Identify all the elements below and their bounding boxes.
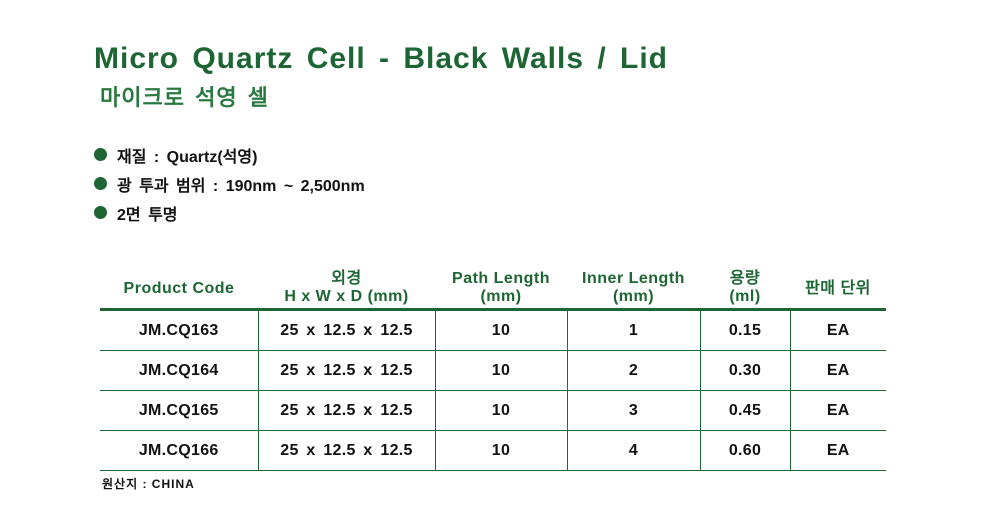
table-cell: JM.CQ166	[100, 430, 258, 471]
table-cell: 3	[566, 390, 700, 431]
table-cell: 10	[434, 309, 567, 351]
table-cell: 0.30	[699, 350, 790, 391]
header-line: 외경	[331, 270, 362, 287]
table-cell: 10	[434, 350, 567, 391]
spec-text: 재질 : Quartz(석영)	[117, 148, 258, 166]
bullet-icon	[94, 177, 107, 190]
table-cell: EA	[789, 390, 886, 431]
bullet-icon	[94, 148, 107, 161]
header-line: (mm)	[612, 288, 655, 305]
spec-item: 광 투과 범위 : 190nm ~ 2,500nm	[94, 169, 365, 198]
table-cell: 0.60	[699, 430, 790, 471]
spec-text: 광 투과 범위 : 190nm ~ 2,500nm	[117, 177, 365, 195]
table-cell: JM.CQ165	[100, 390, 258, 431]
header-line: Path Length	[452, 270, 550, 287]
bullet-icon	[94, 206, 107, 219]
page-title: Micro Quartz Cell - Black Walls / Lid	[94, 42, 668, 75]
product-table: Product Code 외경 H x W x D (mm) Path Length(…	[100, 255, 886, 471]
table-cell: 1	[566, 309, 700, 351]
table-cell: 10	[434, 430, 567, 471]
table-row: JM.CQ166 25 x 12.5 x 12.5 10 4 0.60 EA	[100, 430, 886, 471]
table-cell: 25 x 12.5 x 12.5	[257, 309, 435, 351]
table-row: JM.CQ163 25 x 12.5 x 12.5 10 1 0.15 EA	[100, 309, 886, 351]
table-cell: JM.CQ163	[100, 309, 258, 351]
table-cell: JM.CQ164	[100, 350, 258, 391]
column-header: Product Code	[100, 255, 258, 311]
column-header: 용량 (ml)	[700, 255, 790, 311]
table-cell: EA	[789, 309, 886, 351]
column-header: Path Length (mm)	[435, 255, 567, 311]
table-cell: EA	[789, 430, 886, 471]
page-subtitle: 마이크로 석영 셀	[100, 85, 269, 110]
spec-text: 2면 투명	[117, 206, 178, 224]
table-cell: 4	[566, 430, 700, 471]
spec-item: 재질 : Quartz(석영)	[94, 140, 365, 169]
table-cell: 0.15	[699, 309, 790, 351]
table-cell: 2	[566, 350, 700, 391]
table-row: JM.CQ165 25 x 12.5 x 12.5 10 3 0.45 EA	[100, 390, 886, 431]
table-row: JM.CQ164 25 x 12.5 x 12.5 10 2 0.30 EA	[100, 350, 886, 391]
column-header: Inner Length (mm)	[567, 255, 700, 311]
table-cell: 0.45	[699, 390, 790, 431]
table-cell: 25 x 12.5 x 12.5	[257, 430, 435, 471]
header-line: 판매 단위	[805, 280, 871, 297]
table-cell: EA	[789, 350, 886, 391]
origin-note: 원산지 : CHINA	[102, 477, 195, 491]
table-cell: 10	[434, 390, 567, 431]
column-header: 판매 단위	[790, 255, 886, 311]
header-line: Product Code	[123, 280, 235, 297]
spec-item: 2면 투명	[94, 198, 365, 227]
header-line: (ml)	[729, 288, 761, 305]
header-line: Inner Length	[582, 270, 685, 287]
column-header: 외경 H x W x D (mm)	[258, 255, 435, 311]
table-cell: 25 x 12.5 x 12.5	[257, 350, 435, 391]
spec-list: 재질 : Quartz(석영) 광 투과 범위 : 190nm ~ 2,500n…	[94, 140, 365, 227]
header-line: 용량	[729, 270, 761, 287]
table-cell: 25 x 12.5 x 12.5	[257, 390, 435, 431]
header-line: (mm)	[480, 288, 522, 305]
header-line: H x W x D (mm)	[284, 288, 409, 305]
